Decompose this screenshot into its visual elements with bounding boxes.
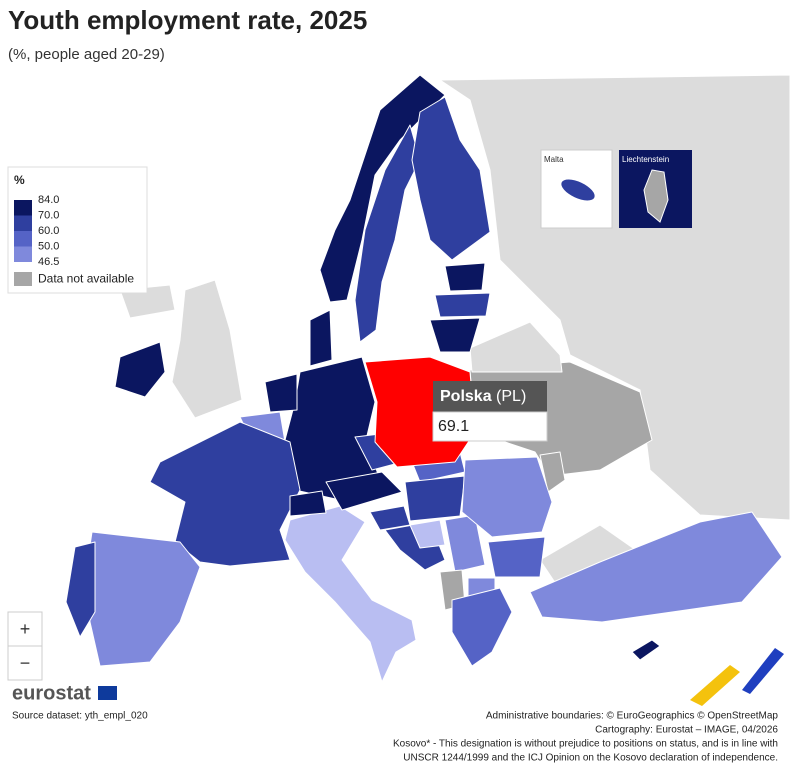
france [149, 421, 301, 567]
credit-line: Cartography: Eurostat – IMAGE, 04/2026 [595, 725, 778, 736]
russia [439, 74, 791, 521]
malta-shape [561, 179, 595, 201]
belarus [469, 321, 563, 373]
legend-swatch [14, 246, 32, 262]
bulgaria [487, 536, 546, 578]
inset-malta: Malta [540, 149, 613, 229]
tooltip: Polska (PL) 69.1 [432, 381, 548, 442]
portugal [65, 541, 96, 638]
subtitle: (%, people aged 20-29) [8, 46, 165, 63]
legend-swatch [14, 272, 32, 286]
bosnia [409, 519, 446, 549]
netherlands [264, 373, 298, 413]
credit-line: Administrative boundaries: © EuroGeograp… [486, 711, 779, 722]
inset-label: Malta [544, 155, 564, 164]
zoom-in-button[interactable] [7, 611, 43, 647]
legend-swatch [14, 200, 32, 216]
hungary [404, 475, 466, 522]
latvia [434, 292, 491, 318]
credits: Administrative boundaries: © EuroGeograp… [393, 711, 778, 764]
eurostat-logo: eurostat [12, 682, 117, 704]
finland [411, 96, 491, 261]
zoom-in-label[interactable]: + [20, 619, 31, 639]
inset-liechtenstein: Liechtenstein [619, 150, 692, 228]
legend-swatch [14, 215, 32, 231]
tooltip-title: Polska (PL) [440, 388, 526, 405]
inset-label: Liechtenstein [622, 155, 669, 164]
lithuania [429, 317, 481, 353]
legend-swatch [14, 231, 32, 247]
credit-line: UNSCR 1244/1999 and the ICJ Opinion on t… [403, 753, 778, 764]
tooltip-header [433, 381, 547, 412]
logo-text: eurostat [12, 682, 91, 704]
united-kingdom [171, 279, 243, 419]
zoom-controls: + − [7, 611, 43, 681]
austria [325, 471, 403, 511]
legend-label: 60.0 [38, 225, 59, 237]
legend-label: 70.0 [38, 209, 59, 221]
liechtenstein-shape [643, 169, 669, 223]
turkey [529, 511, 783, 623]
tooltip-value: 69.1 [438, 418, 469, 435]
romania [461, 456, 553, 538]
sweden [354, 124, 421, 343]
denmark [309, 309, 333, 367]
italy [284, 505, 417, 683]
legend: % 84.0 70.0 60.0 50.0 46.5 Data not available [7, 166, 148, 294]
source: Source dataset: yth_empl_020 [12, 711, 148, 722]
legend-label: 46.5 [38, 256, 59, 268]
switzerland [289, 490, 327, 517]
mark-blue [742, 648, 784, 694]
serbia [444, 514, 486, 573]
ireland [114, 341, 166, 398]
title: Youth employment rate, 2025 [8, 5, 367, 35]
legend-title: % [14, 173, 25, 187]
legend-label: 50.0 [38, 240, 59, 252]
moldova [539, 451, 566, 493]
image-mark [690, 648, 784, 706]
tooltip-name: Polska [440, 388, 492, 405]
norway [319, 74, 446, 303]
tooltip-body [432, 411, 548, 442]
mark-yellow [690, 665, 740, 706]
eu-flag [98, 686, 117, 700]
zoom-out-button[interactable] [7, 645, 43, 681]
legend-label: Data not available [38, 272, 134, 286]
credit-line: Kosovo* - This designation is without pr… [393, 739, 778, 750]
legend-label: 84.0 [38, 194, 59, 206]
tooltip-code: (PL) [496, 388, 526, 405]
estonia [444, 262, 486, 292]
zoom-out-label[interactable]: − [20, 653, 31, 673]
greece [451, 587, 513, 667]
cyprus [631, 639, 661, 661]
